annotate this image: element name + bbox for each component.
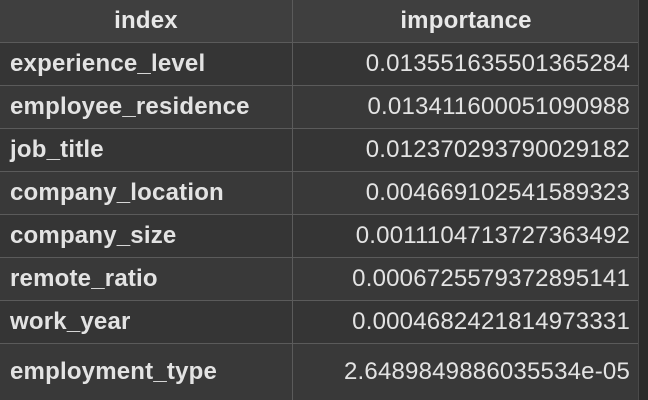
row-importance-cell: 0.0011104713727363492 — [355, 222, 630, 249]
row-importance-cell: 2.6489849886035534e-05 — [343, 358, 630, 385]
table-row: job_title 0.012370293790029182 — [0, 129, 648, 172]
table-row: company_size 0.0011104713727363492 — [0, 215, 648, 258]
table-row: work_year 0.0004682421814973331 — [0, 301, 648, 344]
row-importance-cell: 0.0004682421814973331 — [352, 308, 630, 335]
row-index-cell: work_year — [0, 301, 293, 343]
table-row: employee_residence 0.013411600051090988 — [0, 86, 648, 129]
row-index-cell: company_size — [0, 215, 293, 257]
row-index-cell: company_location — [0, 172, 293, 214]
row-importance-cell: 0.013551635501365284 — [365, 50, 630, 77]
vertical-scrollbar[interactable] — [638, 0, 648, 400]
row-importance-cell: 0.013411600051090988 — [367, 93, 630, 120]
column-header-importance[interactable]: importance — [400, 7, 532, 34]
row-index-cell: remote_ratio — [0, 258, 293, 300]
row-index-cell: job_title — [0, 129, 293, 171]
row-index-cell: employment_type — [0, 344, 293, 400]
row-importance-cell: 0.004669102541589323 — [365, 179, 630, 206]
table-row: remote_ratio 0.0006725579372895141 — [0, 258, 648, 301]
row-index-cell: experience_level — [0, 43, 293, 85]
row-importance-cell: 0.0006725579372895141 — [352, 265, 630, 292]
row-importance-cell: 0.012370293790029182 — [365, 136, 630, 163]
table-row: company_location 0.004669102541589323 — [0, 172, 648, 215]
table-header: index importance — [0, 0, 648, 43]
table-row: employment_type 2.6489849886035534e-05 — [0, 344, 648, 400]
row-index-cell: employee_residence — [0, 86, 293, 128]
table-row: experience_level 0.013551635501365284 — [0, 43, 648, 86]
column-header-index[interactable]: index — [0, 0, 293, 42]
